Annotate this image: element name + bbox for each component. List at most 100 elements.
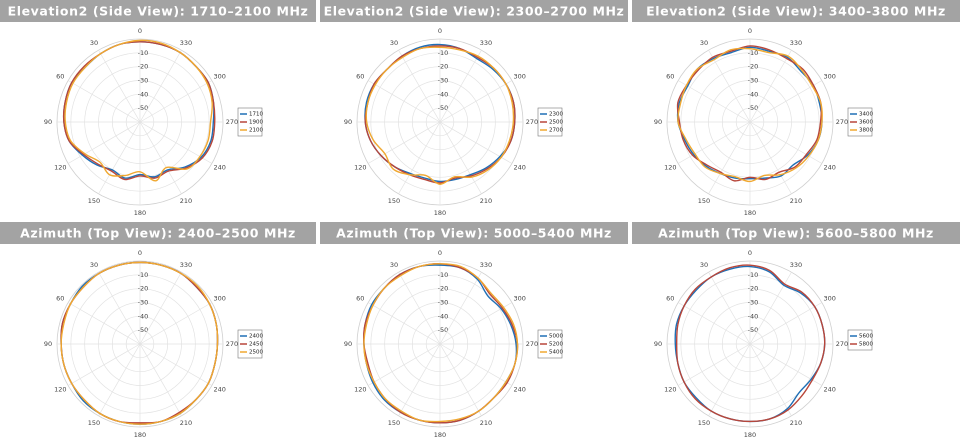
r-tick-label: -10	[748, 49, 759, 57]
chart-title: Elevation2 (Side View): 2300–2700 MHz	[324, 4, 625, 19]
grid-spoke	[398, 49, 441, 123]
grid-spoke	[398, 271, 441, 345]
r-tick-label: -30	[438, 299, 449, 307]
polar-chart: Elevation2 (Side View): 3400-3800 MHz -10…	[632, 0, 960, 217]
grid-spoke	[749, 302, 823, 345]
angle-tick-label: 330	[790, 39, 802, 47]
grid-spoke	[439, 121, 482, 195]
angle-tick-label: 240	[513, 164, 525, 172]
r-tick-label: -20	[748, 63, 759, 71]
angle-tick-label: 60	[356, 295, 364, 303]
angle-tick-label: 270	[226, 118, 238, 126]
legend-label: 5400	[549, 350, 563, 356]
grid-spoke	[439, 271, 482, 345]
angle-tick-label: 300	[513, 295, 525, 303]
grid-spoke	[398, 121, 441, 195]
angle-tick-label: 0	[138, 27, 142, 35]
angle-tick-label: 90	[654, 118, 662, 126]
grid-spoke	[367, 121, 441, 164]
grid-spoke	[367, 80, 441, 123]
angle-tick-label: 30	[700, 39, 708, 47]
grid-spoke	[749, 49, 792, 123]
r-tick-label: -40	[138, 312, 149, 320]
angle-tick-label: 240	[823, 386, 835, 394]
angle-tick-label: 240	[513, 386, 525, 394]
angle-tick-label: 30	[390, 261, 398, 269]
angle-tick-label: 330	[180, 261, 192, 269]
r-tick-label: -30	[748, 77, 759, 85]
legend-label: 2100	[249, 128, 263, 134]
grid-spoke	[98, 121, 141, 195]
angle-tick-label: 0	[748, 249, 752, 257]
r-tick-label: -20	[438, 285, 449, 293]
grid-spoke	[439, 343, 513, 386]
r-tick-label: -40	[138, 90, 149, 98]
angle-tick-label: 330	[790, 261, 802, 269]
pattern-line	[64, 39, 213, 182]
angle-tick-label: 90	[344, 118, 352, 126]
angle-tick-label: 180	[434, 431, 446, 439]
angle-tick-label: 30	[390, 39, 398, 47]
angle-tick-label: 270	[226, 340, 238, 348]
angle-tick-label: 60	[56, 73, 64, 81]
grid-spoke	[367, 343, 441, 386]
r-tick-label: -10	[438, 49, 449, 57]
grid-spoke	[749, 343, 823, 386]
grid-spoke	[139, 343, 182, 417]
grid-spoke	[98, 49, 141, 123]
angle-tick-label: 60	[666, 73, 674, 81]
angle-tick-label: 120	[54, 386, 66, 394]
legend-label: 3600	[859, 120, 873, 126]
angle-tick-label: 120	[664, 386, 676, 394]
pattern-line	[677, 47, 823, 183]
grid-spoke	[708, 271, 751, 345]
chart-title: Azimuth (Top View): 2400–2500 MHz	[20, 226, 296, 241]
chart-title: Elevation2 (Side View): 3400-3800 MHz	[646, 4, 946, 19]
angle-tick-label: 150	[88, 419, 100, 427]
angle-tick-label: 90	[44, 340, 52, 348]
legend-box	[847, 329, 873, 351]
grid-spoke	[139, 121, 182, 195]
r-tick-label: -10	[438, 271, 449, 279]
angle-tick-label: 210	[180, 419, 192, 427]
r-tick-label: -10	[138, 271, 149, 279]
polar-chart: Elevation2 (Side View): 2300–2700 MHz -10…	[320, 0, 628, 217]
legend-label: 2500	[549, 120, 563, 126]
grid-spoke	[749, 121, 823, 164]
grid-spoke	[139, 343, 213, 386]
angle-tick-label: 330	[480, 261, 492, 269]
legend-label: 2500	[249, 350, 263, 356]
angle-tick-label: 210	[480, 419, 492, 427]
angle-tick-label: 210	[480, 197, 492, 205]
angle-tick-label: 150	[388, 419, 400, 427]
legend-label: 3800	[859, 128, 873, 134]
grid-spoke	[749, 121, 792, 195]
grid-spoke	[98, 343, 141, 417]
grid-spoke	[139, 302, 213, 345]
r-tick-label: -20	[748, 285, 759, 293]
grid-spoke	[367, 302, 441, 345]
legend-label: 2300	[549, 112, 563, 118]
angle-tick-label: 330	[480, 39, 492, 47]
grid-spoke	[139, 80, 213, 123]
r-tick-label: -30	[138, 77, 149, 85]
grid-spoke	[708, 49, 751, 123]
legend-box	[237, 107, 263, 137]
r-tick-label: -50	[748, 104, 759, 112]
r-tick-label: -30	[138, 299, 149, 307]
r-tick-label: -40	[748, 90, 759, 98]
angle-tick-label: 300	[823, 73, 835, 81]
grid-spoke	[749, 271, 792, 345]
pattern-line	[363, 263, 519, 423]
pattern-line	[60, 261, 219, 425]
angle-tick-label: 240	[213, 386, 225, 394]
r-tick-label: -30	[748, 299, 759, 307]
polar-chart: Azimuth (Top View): 2400–2500 MHz -10 -20 -…	[0, 222, 316, 439]
angle-tick-label: 300	[213, 295, 225, 303]
angle-tick-label: 240	[213, 164, 225, 172]
grid-spoke	[439, 80, 513, 123]
angle-tick-label: 210	[790, 197, 802, 205]
legend-label: 5800	[859, 342, 873, 348]
title-bar	[320, 222, 628, 244]
